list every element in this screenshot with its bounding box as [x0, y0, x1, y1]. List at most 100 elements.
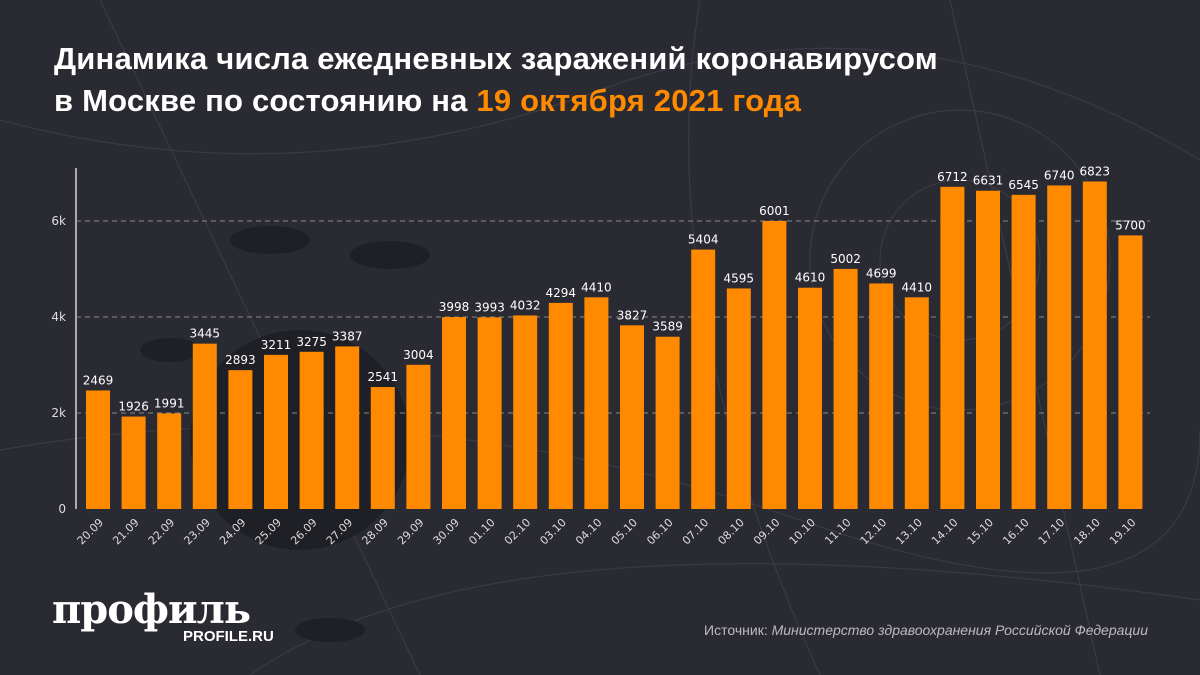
x-tick-label: 14.10	[929, 516, 960, 547]
data-label: 6823	[1080, 164, 1111, 178]
data-label: 6712	[937, 170, 968, 184]
bar	[477, 317, 502, 509]
x-tick-label: 06.10	[644, 516, 675, 547]
data-label: 3387	[332, 329, 363, 343]
data-label: 3827	[617, 308, 648, 322]
bar	[798, 287, 822, 509]
x-tick-label: 11.10	[822, 516, 853, 547]
data-label: 3998	[439, 300, 470, 314]
y-tick-label: 4k	[51, 310, 66, 324]
bar	[1118, 235, 1143, 509]
y-tick-label: 2k	[51, 406, 66, 420]
data-label: 6740	[1044, 168, 1075, 182]
x-tick-label: 16.10	[1000, 516, 1031, 547]
x-tick-label: 03.10	[537, 516, 568, 547]
x-tick-label: 02.10	[502, 516, 533, 547]
bar	[442, 317, 466, 509]
data-label: 4032	[510, 298, 541, 312]
bar	[584, 297, 609, 509]
data-label: 6001	[759, 204, 790, 218]
x-tick-label: 10.10	[787, 516, 818, 547]
x-tick-label: 18.10	[1071, 516, 1102, 547]
bar	[264, 354, 288, 509]
bar	[370, 387, 395, 509]
x-tick-label: 07.10	[680, 516, 711, 547]
bar	[620, 325, 644, 509]
x-tick-label: 24.09	[217, 516, 248, 547]
bar	[655, 336, 680, 509]
data-label: 4610	[795, 271, 826, 285]
data-label: 3211	[261, 338, 292, 352]
bar	[228, 370, 253, 509]
title-date: 19 октября 2021 года	[476, 83, 802, 118]
bar	[940, 186, 965, 509]
y-tick-label: 6k	[51, 214, 66, 228]
bar	[548, 302, 573, 509]
data-label: 3589	[652, 320, 683, 334]
data-label: 3004	[403, 348, 434, 362]
data-label: 4595	[724, 271, 755, 285]
bar	[86, 390, 110, 509]
profile-site: PROFILE.RU	[183, 628, 274, 645]
x-tick-label: 30.09	[431, 516, 462, 547]
bar	[904, 297, 929, 509]
title-line-2: в Москве по состоянию на 19 октября 2021…	[54, 80, 938, 122]
x-tick-label: 23.09	[181, 516, 212, 547]
x-tick-label: 25.09	[253, 516, 284, 547]
bar	[1047, 185, 1072, 510]
source-label: Источник:	[704, 622, 772, 638]
bar	[1011, 194, 1036, 509]
bar	[976, 190, 1000, 509]
data-label: 5700	[1115, 218, 1146, 232]
data-label: 1991	[154, 396, 185, 410]
source-value: Министерство здравоохранения Российской …	[771, 622, 1148, 638]
bar	[869, 283, 894, 509]
x-tick-label: 01.10	[466, 516, 497, 547]
data-label: 3445	[190, 327, 221, 341]
bar	[192, 343, 217, 509]
x-tick-label: 13.10	[893, 516, 924, 547]
chart-title: Динамика числа ежедневных заражений коро…	[54, 38, 938, 122]
data-label: 3275	[296, 335, 327, 349]
data-label: 2469	[83, 373, 114, 387]
data-label: 5002	[830, 252, 861, 266]
data-label: 6631	[973, 174, 1004, 188]
bar	[1082, 181, 1107, 509]
profile-logo: профиль	[52, 586, 251, 633]
x-tick-label: 29.09	[395, 516, 426, 547]
x-tick-label: 19.10	[1107, 516, 1138, 547]
x-tick-label: 20.09	[75, 516, 106, 547]
x-tick-label: 22.09	[146, 516, 177, 547]
bar	[691, 249, 716, 509]
data-label: 2541	[368, 370, 399, 384]
data-label: 2893	[225, 353, 256, 367]
x-tick-label: 12.10	[858, 516, 889, 547]
bar	[762, 220, 787, 509]
data-label: 4294	[546, 286, 577, 300]
x-tick-label: 09.10	[751, 516, 782, 547]
y-tick-label: 0	[58, 502, 66, 516]
title-prefix: в Москве по состоянию на	[54, 83, 477, 118]
source-note: Источник: Министерство здравоохранения Р…	[704, 622, 1148, 638]
data-label: 4699	[866, 266, 897, 280]
x-tick-label: 26.09	[288, 516, 319, 547]
bar	[726, 288, 751, 509]
bar	[157, 413, 182, 509]
bar	[833, 268, 858, 509]
bar	[299, 351, 324, 509]
x-tick-label: 17.10	[1036, 516, 1067, 547]
bar	[513, 315, 538, 509]
bar	[406, 364, 431, 509]
data-label: 3993	[474, 300, 505, 314]
x-tick-label: 28.09	[359, 516, 390, 547]
x-tick-label: 21.09	[110, 516, 141, 547]
x-tick-label: 15.10	[965, 516, 996, 547]
x-tick-label: 08.10	[715, 516, 746, 547]
data-label: 1926	[118, 400, 149, 414]
x-tick-label: 27.09	[324, 516, 355, 547]
data-label: 5404	[688, 233, 719, 247]
data-label: 6545	[1008, 178, 1039, 192]
x-tick-label: 04.10	[573, 516, 604, 547]
bar	[121, 416, 146, 509]
